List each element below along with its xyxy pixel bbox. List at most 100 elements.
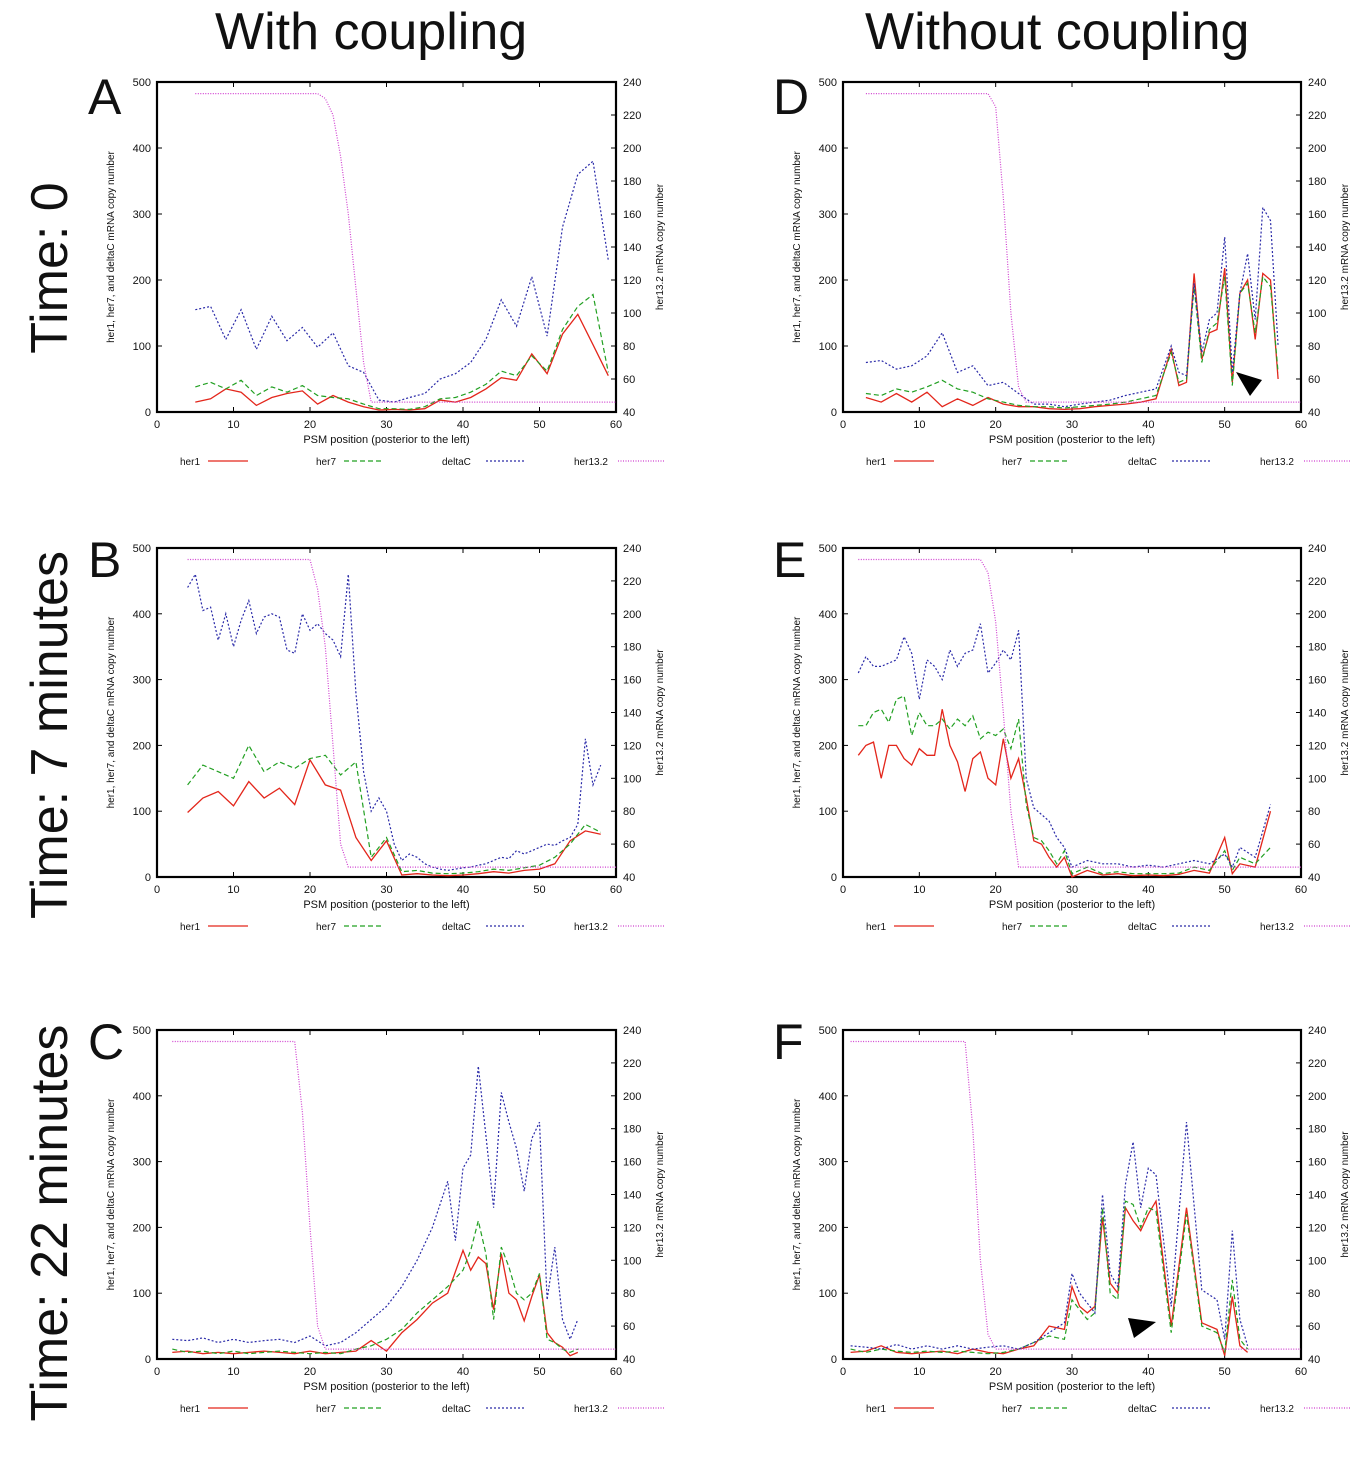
series-line-her1 <box>857 709 1272 878</box>
y-tick-label: 300 <box>133 1157 151 1169</box>
y2-tick-label: 240 <box>623 77 641 89</box>
series-line-her13-2 <box>858 558 1301 868</box>
y-tick-label: 300 <box>819 1157 837 1169</box>
y2-tick-label: 120 <box>1308 1222 1326 1234</box>
legend-label-her7: her7 <box>316 457 336 468</box>
legend-label-deltaC: deltaC <box>442 922 471 933</box>
chart-panel-c: 0 10 20 30 40 50 60010020030040050040608010012… <box>106 1025 666 1415</box>
y2-tick-label: 240 <box>1308 1025 1326 1037</box>
x-tick-label: 30 <box>1066 419 1078 431</box>
y-tick-label: 400 <box>819 1091 837 1103</box>
legend-label-deltaC: deltaC <box>1128 457 1157 468</box>
x-tick-label: 50 <box>533 1366 545 1378</box>
y2-tick-label: 160 <box>1308 675 1326 687</box>
y2-tick-label: 200 <box>623 609 641 621</box>
y2-tick-label: 180 <box>1308 1124 1326 1136</box>
y-tick-label: 400 <box>133 609 151 621</box>
y-tick-label: 500 <box>133 543 151 555</box>
column-title-without-coupling: Without coupling <box>865 3 1250 61</box>
series-line-her1 <box>850 1199 1249 1356</box>
x-tick-label: 60 <box>610 1366 622 1378</box>
y2-tick-label: 160 <box>623 1157 641 1169</box>
x-tick-label: 60 <box>1295 884 1307 896</box>
y-tick-label: 100 <box>819 341 837 353</box>
x-tick-label: 0 <box>154 1366 160 1378</box>
series-line-deltaC <box>172 1066 579 1347</box>
y2-tick-label: 80 <box>1308 806 1320 818</box>
y2-tick-label: 80 <box>623 341 635 353</box>
x-tick-label: 10 <box>227 884 239 896</box>
y-tick-label: 0 <box>145 407 151 419</box>
series-line-her13-2 <box>172 1040 616 1350</box>
series-line-deltaC <box>187 572 602 872</box>
y2-tick-label: 140 <box>623 708 641 720</box>
x-axis-label: PSM position (posterior to the left) <box>303 434 469 446</box>
y-axis-label: her1, her7, and deltaC mRNA copy number <box>106 1098 117 1290</box>
y2-tick-label: 160 <box>1308 1157 1326 1169</box>
series-line-her13-2 <box>195 92 616 403</box>
y2-tick-label: 180 <box>1308 176 1326 188</box>
x-tick-label: 40 <box>1142 1366 1154 1378</box>
plot-frame <box>155 546 618 879</box>
y2-tick-label: 60 <box>623 839 635 851</box>
y2-tick-label: 120 <box>623 740 641 752</box>
x-tick-label: 60 <box>1295 419 1307 431</box>
x-axis-label: PSM position (posterior to the left) <box>303 1381 469 1393</box>
y-tick-label: 0 <box>831 407 837 419</box>
x-tick-label: 20 <box>990 419 1002 431</box>
x-tick-label: 60 <box>610 419 622 431</box>
y2-tick-label: 200 <box>1308 609 1326 621</box>
y2-tick-label: 40 <box>623 1354 635 1366</box>
y-tick-label: 100 <box>133 806 151 818</box>
y-tick-label: 500 <box>819 77 837 89</box>
y2-tick-label: 140 <box>1308 1190 1326 1202</box>
y2-axis-label: her13.2 mRNA copy number <box>655 1131 666 1258</box>
series-line-her7 <box>172 1220 579 1355</box>
y-axis-label: her1, her7, and deltaC mRNA copy number <box>106 150 117 342</box>
legend-label-her1: her1 <box>866 1404 886 1415</box>
x-tick-label: 10 <box>227 419 239 431</box>
y-tick-label: 100 <box>133 341 151 353</box>
y2-tick-label: 60 <box>1308 839 1320 851</box>
y2-tick-label: 40 <box>623 872 635 884</box>
series-line-her1 <box>172 1248 579 1357</box>
y-tick-label: 200 <box>133 1222 151 1234</box>
column-title-with-coupling: With coupling <box>215 3 528 61</box>
x-tick-label: 20 <box>304 1366 316 1378</box>
y-tick-label: 300 <box>819 675 837 687</box>
y2-tick-label: 100 <box>623 773 641 785</box>
legend-label-her13-2: her13.2 <box>1260 922 1294 933</box>
series-line-her7 <box>195 293 609 411</box>
y-tick-label: 500 <box>819 1025 837 1037</box>
series-line-her7 <box>850 1200 1249 1355</box>
y2-axis-label: her13.2 mRNA copy number <box>1340 1131 1351 1258</box>
y2-axis-label: her13.2 mRNA copy number <box>1340 183 1351 310</box>
y2-tick-label: 60 <box>1308 374 1320 386</box>
y2-tick-label: 40 <box>623 407 635 419</box>
y2-tick-label: 220 <box>1308 110 1326 122</box>
x-axis-label: PSM position (posterior to the left) <box>989 899 1155 911</box>
chart-panel-b: 0 10 20 30 40 50 60010020030040050040608010012… <box>106 543 666 933</box>
plot-frame <box>841 1028 1303 1361</box>
x-tick-label: 30 <box>1066 884 1078 896</box>
y-tick-label: 200 <box>819 1222 837 1234</box>
x-tick-label: 40 <box>457 419 469 431</box>
legend-label-her7: her7 <box>1002 1404 1022 1415</box>
x-tick-label: 30 <box>1066 1366 1078 1378</box>
series-line-her7 <box>187 744 601 875</box>
legend-label-her7: her7 <box>316 1404 336 1415</box>
plot-frame <box>155 80 618 414</box>
y-tick-label: 0 <box>145 1354 151 1366</box>
x-tick-label: 30 <box>380 884 392 896</box>
y-tick-label: 500 <box>819 543 837 555</box>
y2-tick-label: 100 <box>1308 308 1326 320</box>
legend-label-deltaC: deltaC <box>442 457 471 468</box>
series-line-her1 <box>187 758 601 877</box>
y2-tick-label: 220 <box>1308 576 1326 588</box>
y-axis-label: her1, her7, and deltaC mRNA copy number <box>792 150 803 342</box>
y2-tick-label: 100 <box>1308 1255 1326 1267</box>
y-tick-label: 500 <box>133 77 151 89</box>
y-tick-label: 0 <box>831 1354 837 1366</box>
legend-label-deltaC: deltaC <box>442 1404 471 1415</box>
x-tick-label: 0 <box>154 419 160 431</box>
